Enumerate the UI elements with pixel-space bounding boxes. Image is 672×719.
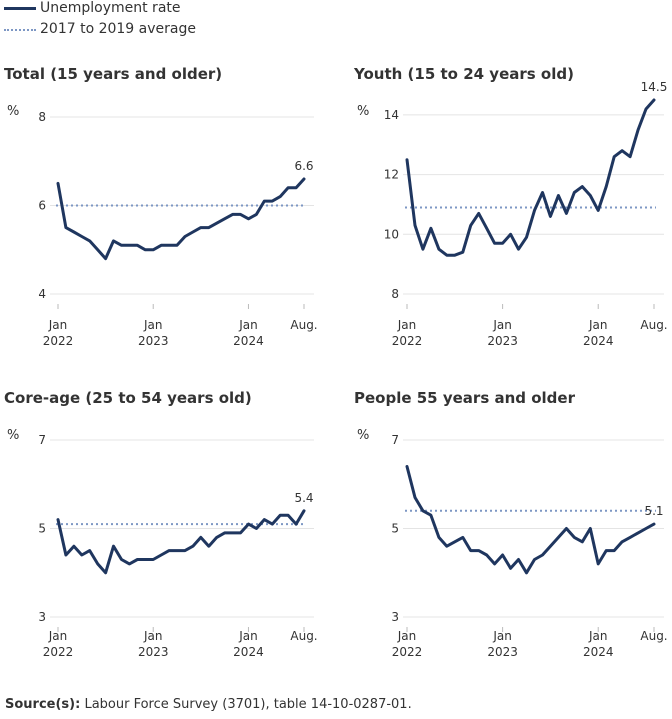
source-text: Labour Force Survey (3701), table 14-10-…	[84, 697, 412, 712]
panel-1-x-tick-label: Jan	[238, 318, 258, 332]
panel-3-y-unit: %	[7, 428, 19, 443]
panel-1-y-tick-label: 8	[38, 110, 46, 124]
panel-2-y-unit: %	[357, 104, 369, 119]
panel-4-x-tick-year: 2024	[583, 645, 614, 659]
panel-1-title: Total (15 years and older)	[4, 65, 222, 83]
source-note: Source(s): Labour Force Survey (3701), t…	[5, 697, 412, 712]
panel-4-end-value-label: 5.1	[644, 504, 663, 518]
panel-1-x-tick-label: Aug.	[290, 318, 317, 332]
panel-1-x-tick-year: 2024	[233, 334, 264, 348]
panel-2-end-value-label: 14.5	[641, 80, 668, 94]
panel-4-x-tick-label: Jan	[492, 629, 512, 643]
panel-4-y-unit: %	[357, 428, 369, 443]
panel-3-y-tick-label: 3	[38, 610, 46, 624]
panel-2-x-tick-year: 2024	[583, 334, 614, 348]
panel-2-x-tick-label: Jan	[492, 318, 512, 332]
panel-4-y-tick-label: 3	[391, 610, 399, 624]
panel-1-end-value-label: 6.6	[294, 159, 313, 173]
panel-1-y-unit: %	[7, 104, 19, 119]
panel-1-unemployment-line	[56, 177, 306, 261]
panel-4-x-tick-label: Jan	[588, 629, 608, 643]
panel-1-x-tick-year: 2022	[43, 334, 74, 348]
panel-2-x-tick-label: Jan	[397, 318, 417, 332]
panel-3-x-tick-label: Jan	[143, 629, 163, 643]
panel-2-x-tick-label: Aug.	[640, 318, 667, 332]
panel-4-title: People 55 years and older	[354, 389, 576, 407]
panel-2-x-tick-year: 2023	[487, 334, 518, 348]
panel-2-x-tick-label: Jan	[588, 318, 608, 332]
panel-2-y-tick-label: 14	[384, 108, 399, 122]
dotted-line-swatch-icon	[4, 29, 36, 31]
legend-label: 2017 to 2019 average	[40, 21, 196, 37]
panel-2-x-tick-year: 2022	[392, 334, 423, 348]
panel-3-x-tick-year: 2022	[43, 645, 74, 659]
panel-4-y-tick-label: 7	[391, 433, 399, 447]
panel-2-title: Youth (15 to 24 years old)	[353, 65, 574, 83]
panel-3-x-tick-label: Jan	[238, 629, 258, 643]
panel-4-x-tick-label: Jan	[397, 629, 417, 643]
panel-1-x-tick-label: Jan	[48, 318, 68, 332]
panel-2-y-tick-label: 8	[391, 287, 399, 301]
panel-3-end-value-label: 5.4	[294, 491, 313, 505]
panel-4-unemployment-line	[405, 465, 656, 575]
panel-3-x-tick-year: 2024	[233, 645, 264, 659]
panel-3-unemployment-line	[56, 509, 306, 575]
panel-1-y-tick-label: 6	[38, 199, 46, 213]
panel-3-title: Core-age (25 to 54 years old)	[4, 389, 252, 407]
panel-3-x-tick-year: 2023	[138, 645, 169, 659]
panel-1-y-tick-label: 4	[38, 287, 46, 301]
solid-line-swatch-icon	[4, 7, 36, 10]
panel-4-x-tick-year: 2023	[487, 645, 518, 659]
panel-1-x-tick-label: Jan	[143, 318, 163, 332]
panel-4-x-tick-year: 2022	[392, 645, 423, 659]
legend-label: Unemployment rate	[40, 0, 181, 16]
panel-2-y-tick-label: 12	[384, 168, 399, 182]
panel-4-x-tick-label: Aug.	[640, 629, 667, 643]
panel-2-unemployment-line	[405, 98, 656, 257]
panel-3-y-tick-label: 5	[38, 522, 46, 536]
panel-2-y-tick-label: 10	[384, 227, 399, 241]
panel-3-x-tick-label: Jan	[48, 629, 68, 643]
panel-3-y-tick-label: 7	[38, 433, 46, 447]
panel-1-x-tick-year: 2023	[138, 334, 169, 348]
source-label: Source(s):	[5, 697, 81, 712]
panel-3-x-tick-label: Aug.	[290, 629, 317, 643]
panel-4-y-tick-label: 5	[391, 522, 399, 536]
